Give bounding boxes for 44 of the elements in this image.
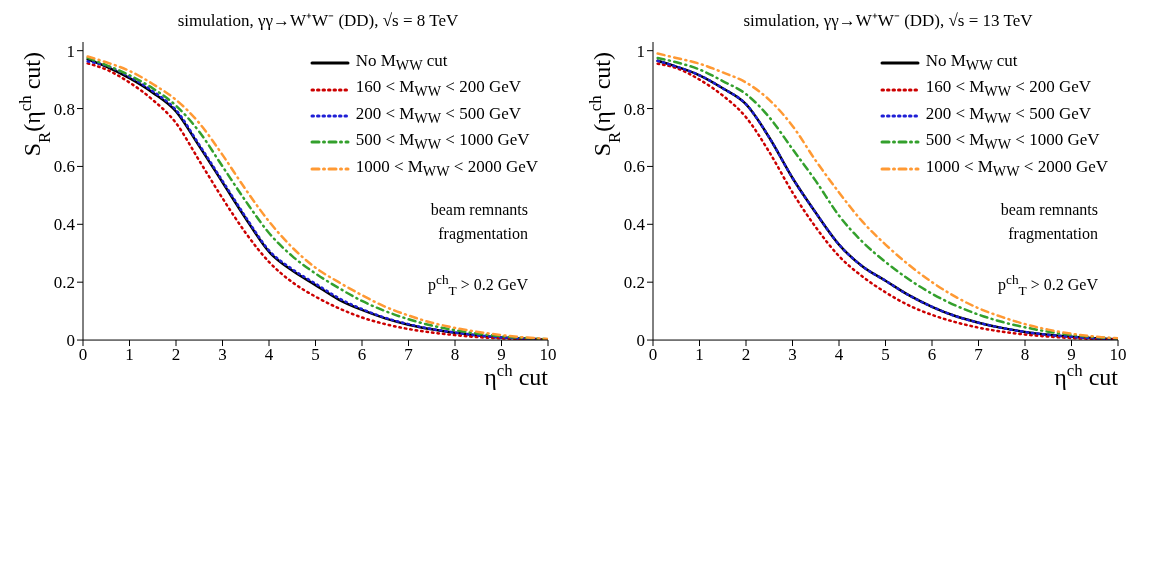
legend-label: 200 < M$_{WW}$ < 500 GeV: [355, 102, 521, 129]
legend-label: 160 < M$_{WW}$ < 200 GeV: [355, 76, 521, 102]
legend-label: 500 < M$_{WW}$ < 1000 GeV: [925, 129, 1100, 155]
y-tick-label: 0.2: [53, 273, 75, 293]
annotation: beam remnants fragmentation: [999, 200, 1098, 245]
x-tick-label: 1: [695, 345, 704, 365]
x-tick-label: 8: [1020, 345, 1030, 365]
chart-title: simulation, γγ→W⁺W⁻ (DD), √s = 8 TeV: [176, 10, 460, 32]
x-tick-label: 3: [788, 345, 797, 365]
legend-label: 1000 < M$_{WW}$ < 2000 GeV: [355, 155, 538, 181]
x-tick-label: 2: [171, 345, 181, 365]
y-tick-label: 0.4: [53, 215, 76, 235]
x-tick-label: 6: [357, 345, 367, 365]
x-tick-label: 2: [741, 345, 751, 365]
x-tick-label: 7: [404, 345, 414, 365]
x-tick-label: 5: [881, 345, 890, 365]
y-tick-label: 0.8: [623, 99, 645, 119]
x-tick-label: 5: [311, 345, 320, 365]
x-tick-label: 7: [974, 345, 984, 365]
x-tick-label: 4: [834, 345, 844, 365]
annotation: p$^{ch}$$_{T}$ > 0.2 GeV: [427, 271, 528, 300]
legend-label: 160 < M$_{WW}$ < 200 GeV: [925, 76, 1091, 102]
x-tick-label: 3: [218, 345, 227, 365]
x-tick-label: 6: [927, 345, 937, 365]
x-tick-label: 8: [450, 345, 460, 365]
legend-label: 200 < M$_{WW}$ < 500 GeV: [925, 102, 1091, 129]
chart-title: simulation, γγ→W⁺W⁻ (DD), √s = 13 TeV: [742, 10, 1034, 32]
y-tick-label: 0: [636, 331, 645, 351]
y-tick-label: 0.8: [53, 99, 75, 119]
x-tick-label: 4: [264, 345, 274, 365]
y-tick-label: 0.2: [623, 273, 645, 293]
legend-label: 1000 < M$_{WW}$ < 2000 GeV: [925, 155, 1108, 181]
y-tick-label: 1: [636, 41, 645, 61]
y-tick-label: 1: [66, 41, 75, 61]
legend-label: No M$_{WW}$ cut: [355, 50, 448, 76]
y-tick-label: 0.4: [623, 215, 646, 235]
y-tick-label: 0.6: [53, 157, 75, 177]
legend-label: No M$_{WW}$ cut: [925, 50, 1018, 76]
legend-label: 500 < M$_{WW}$ < 1000 GeV: [355, 129, 530, 155]
annotation: p$^{ch}$$_{T}$ > 0.2 GeV: [997, 271, 1098, 300]
annotation: beam remnants fragmentation: [429, 200, 528, 245]
y-tick-label: 0.6: [623, 157, 645, 177]
y-tick-label: 0: [66, 331, 75, 351]
x-tick-label: 1: [125, 345, 134, 365]
